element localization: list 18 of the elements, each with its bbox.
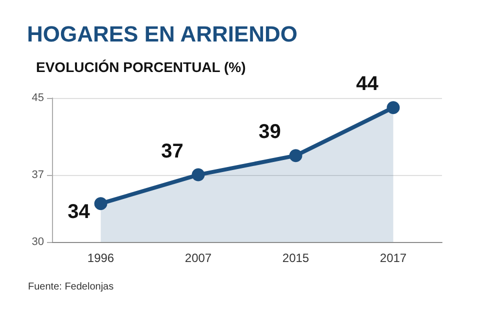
data-label: 34 — [68, 201, 91, 224]
point — [289, 149, 302, 162]
data-label: 39 — [258, 121, 281, 144]
y-axis-title: EVOLUCIÓN PORCENTUAL (%) — [36, 59, 246, 75]
point — [386, 101, 400, 114]
y-tick-label: 45 — [32, 92, 44, 104]
data-label: 44 — [356, 73, 380, 96]
point — [192, 168, 205, 182]
y-tick-label: 37 — [32, 168, 44, 181]
chart-title: HOGARES EN ARRIENDO — [27, 22, 298, 46]
data-label: 37 — [161, 140, 184, 162]
x-tick-label: 2007 — [184, 251, 212, 265]
x-tick-label: 2017 — [380, 251, 407, 265]
x-tick-label: 2015 — [282, 251, 310, 265]
source-note: Fuente: Fedelonjas — [28, 282, 114, 292]
point — [94, 197, 108, 210]
x-tick-label: 1996 — [87, 251, 114, 265]
y-tick-label: 30 — [32, 236, 44, 248]
